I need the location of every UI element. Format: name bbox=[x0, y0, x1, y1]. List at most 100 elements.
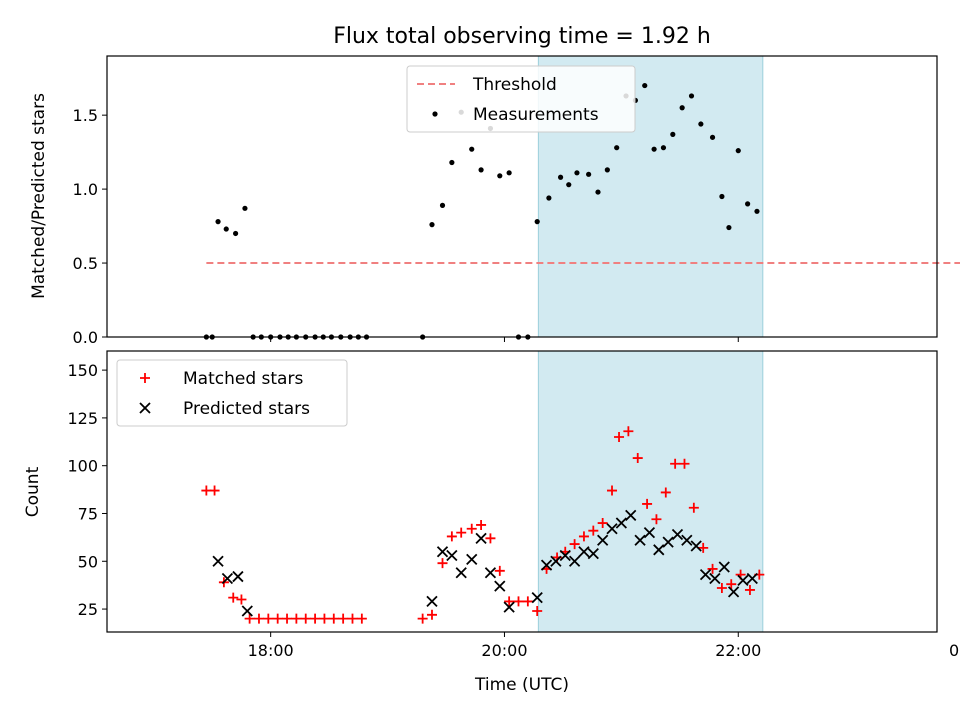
matched-stars-point bbox=[446, 531, 457, 542]
measurements-point bbox=[660, 145, 667, 151]
predicted-stars-point bbox=[597, 534, 609, 546]
matched-stars-point bbox=[209, 485, 220, 496]
measurements-point bbox=[651, 146, 657, 152]
top-y-tick-label: 1.0 bbox=[73, 180, 98, 199]
predicted-stars-point bbox=[550, 555, 562, 567]
predicted-stars-point bbox=[634, 534, 646, 546]
matched-stars-point bbox=[614, 432, 625, 443]
matched-stars-point bbox=[328, 613, 339, 624]
top-legend: Threshold Measurements bbox=[406, 65, 636, 133]
predicted-stars-point bbox=[727, 586, 740, 598]
bottom-y-tick-label: 75 bbox=[78, 504, 98, 523]
matched-stars-point bbox=[504, 596, 515, 607]
matched-stars-point bbox=[263, 613, 274, 624]
predicted-stars-point bbox=[475, 532, 487, 544]
matched-stars-point bbox=[588, 525, 599, 536]
matched-stars-point bbox=[513, 596, 524, 607]
measurements-point bbox=[719, 193, 725, 200]
predicted-stars-point bbox=[681, 534, 693, 546]
bottom-legend-swatch bbox=[139, 402, 151, 414]
measurements-point bbox=[670, 131, 676, 137]
x-tick-label: 18:00 bbox=[248, 641, 294, 660]
measurements-point bbox=[223, 226, 229, 232]
measurements-point bbox=[709, 134, 716, 140]
matched-stars-point bbox=[632, 453, 643, 464]
matched-stars-point bbox=[688, 502, 699, 513]
matched-stars-point bbox=[338, 613, 349, 624]
x-axis-label: Time (UTC) bbox=[474, 675, 569, 695]
measurements-point bbox=[534, 219, 540, 225]
matched-stars-point bbox=[707, 563, 718, 574]
matched-stars-point bbox=[597, 518, 608, 529]
x-tick-label: 22:00 bbox=[715, 641, 761, 660]
predicted-stars-point bbox=[466, 553, 478, 565]
matched-stars-point bbox=[426, 609, 437, 620]
matched-stars-point bbox=[291, 613, 302, 624]
measurements-point bbox=[242, 205, 248, 211]
matched-stars-point bbox=[356, 613, 367, 624]
bottom-legend: Matched stars Predicted stars bbox=[116, 359, 348, 427]
matched-stars-point bbox=[670, 458, 681, 469]
matched-stars-point bbox=[456, 527, 467, 538]
predicted-stars-point bbox=[746, 572, 758, 585]
matched-stars-point bbox=[272, 613, 283, 624]
predicted-stars-point bbox=[653, 544, 665, 556]
top-legend-box bbox=[406, 65, 636, 133]
top-x-axis-ticks bbox=[270, 337, 739, 342]
matched-stars-point bbox=[347, 613, 358, 624]
predicted-stars-point bbox=[221, 572, 234, 585]
predicted-stars-point bbox=[625, 509, 637, 522]
predicted-stars-point bbox=[737, 574, 749, 587]
measurements-point bbox=[429, 222, 435, 228]
bottom-plot-series bbox=[201, 426, 765, 624]
measurements-point bbox=[614, 145, 620, 151]
x-tick-label: 20:00 bbox=[481, 641, 527, 660]
measurements-point bbox=[726, 224, 732, 231]
bottom-y-axis-ticks: 25 50 75 100 125 150 bbox=[67, 361, 107, 619]
matched-stars-point bbox=[228, 592, 239, 603]
predicted-stars-point bbox=[232, 570, 244, 583]
matched-stars-point bbox=[716, 583, 727, 594]
chart-title: Flux total observing time = 1.92 h bbox=[333, 24, 711, 49]
measurements-point bbox=[546, 195, 552, 201]
bottom-axes-frame bbox=[106, 350, 938, 633]
bottom-y-tick-label: 25 bbox=[78, 600, 98, 619]
top-y-axis-ticks: 0.0 0.5 1.0 1.5 bbox=[73, 106, 107, 347]
measurements-point bbox=[698, 121, 704, 127]
matched-stars-point bbox=[476, 519, 487, 530]
predicted-stars-point bbox=[671, 528, 684, 541]
predicted-stars-point bbox=[643, 526, 656, 539]
matched-stars-point bbox=[282, 613, 293, 624]
measurements-point bbox=[574, 170, 580, 176]
matched-stars-point bbox=[651, 514, 662, 525]
predicted-stars-point bbox=[662, 536, 674, 548]
matched-stars-point bbox=[485, 533, 496, 544]
bottom-observing-band bbox=[537, 350, 764, 633]
measurements-point bbox=[506, 170, 512, 176]
matched-stars-point bbox=[532, 605, 543, 616]
predicted-stars-point bbox=[426, 595, 438, 608]
measurements-point bbox=[449, 159, 455, 166]
measurements-point bbox=[586, 171, 592, 177]
top-y-axis-label: Matched/Predicted stars bbox=[29, 93, 49, 299]
matched-stars-point bbox=[679, 458, 690, 469]
bottom-y-axis-label: Count bbox=[23, 466, 43, 517]
predicted-stars-point bbox=[212, 555, 224, 567]
matched-stars-point bbox=[569, 539, 580, 550]
bottom-legend-label: Matched stars bbox=[183, 369, 303, 389]
matched-stars-point bbox=[607, 485, 618, 496]
top-y-tick-label: 0.0 bbox=[73, 328, 98, 347]
matched-stars-point bbox=[522, 596, 533, 607]
top-axes-frame bbox=[106, 55, 938, 338]
measurements-point bbox=[754, 208, 760, 214]
bottom-y-tick-label: 125 bbox=[67, 409, 98, 428]
measurements-point bbox=[566, 182, 572, 188]
measurements-point bbox=[735, 148, 741, 154]
predicted-stars-point bbox=[559, 549, 571, 562]
predicted-stars-point bbox=[718, 561, 730, 573]
matched-stars-point bbox=[698, 542, 709, 553]
matched-stars-point bbox=[642, 498, 653, 509]
matched-stars-point bbox=[236, 594, 247, 605]
